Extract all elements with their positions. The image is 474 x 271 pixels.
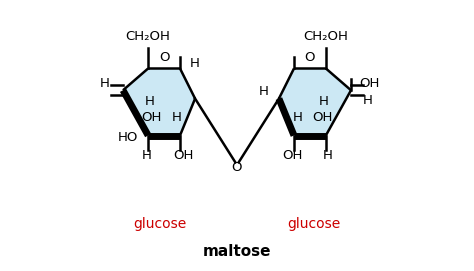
Text: H: H [259,85,269,98]
Text: OH: OH [282,149,302,162]
Text: O: O [305,51,315,64]
Text: O: O [232,161,242,174]
Text: maltose: maltose [203,244,271,259]
Polygon shape [279,69,351,136]
Text: H: H [363,94,373,107]
Text: glucose: glucose [133,217,186,231]
Text: H: H [292,111,302,124]
Text: OH: OH [359,77,380,90]
Text: H: H [142,149,151,162]
Text: H: H [323,149,332,162]
Text: H: H [172,111,182,124]
Text: H: H [145,95,155,108]
Text: OH: OH [312,111,333,124]
Text: HO: HO [118,131,138,144]
Text: H: H [319,95,329,108]
Text: O: O [159,51,169,64]
Text: OH: OH [173,149,193,162]
Text: CH₂OH: CH₂OH [126,30,171,43]
Polygon shape [123,69,195,136]
Text: H: H [100,77,109,90]
Text: OH: OH [141,111,162,124]
Text: glucose: glucose [288,217,341,231]
Text: CH₂OH: CH₂OH [303,30,348,43]
Text: H: H [190,57,200,70]
